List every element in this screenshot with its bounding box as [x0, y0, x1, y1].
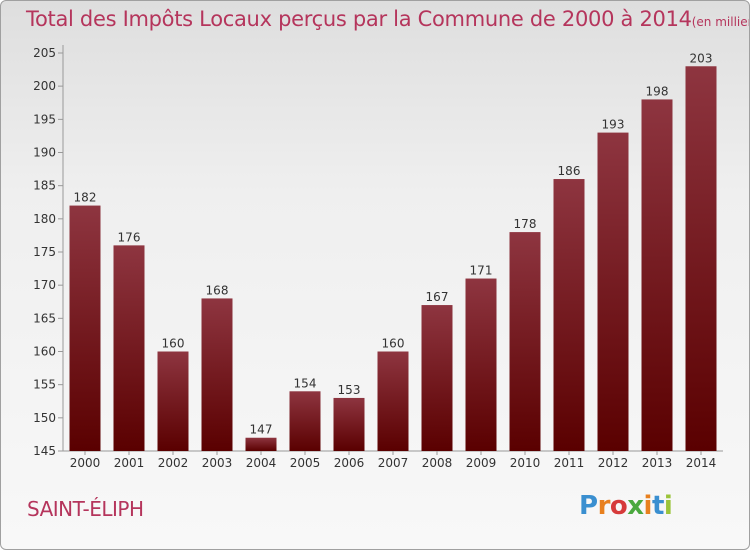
x-tick-label: 2006	[334, 456, 365, 470]
bar-2008	[421, 305, 453, 451]
commune-name: SAINT-ÉLIPH	[27, 497, 144, 521]
bar-2002	[157, 351, 189, 451]
y-tick-label: 145	[33, 444, 56, 458]
data-label-2014: 203	[690, 51, 713, 65]
y-tick-label: 200	[33, 79, 56, 93]
bar-2005	[289, 391, 321, 451]
y-tick-label: 150	[33, 411, 56, 425]
x-tick-label: 2002	[158, 456, 189, 470]
bar-2003	[201, 298, 233, 451]
logo-letter: i	[643, 491, 653, 521]
x-tick-label: 2000	[70, 456, 101, 470]
proxiti-logo[interactable]: Proxiti	[579, 491, 673, 521]
data-label-2005: 154	[294, 376, 317, 390]
logo-letter: r	[597, 491, 611, 521]
x-tick-label: 2004	[246, 456, 277, 470]
y-ticks: 145 150 155 160 165 170 175 180 185 190 195 200 205	[33, 46, 63, 458]
data-label-2004: 147	[250, 423, 273, 437]
logo-letter: x	[627, 491, 644, 521]
x-tick-label: 2007	[378, 456, 409, 470]
x-tick-label: 2009	[466, 456, 497, 470]
data-label-2003: 168	[206, 283, 229, 297]
x-tick-label: 2003	[202, 456, 233, 470]
y-tick-label: 165	[33, 311, 56, 325]
data-label-2008: 167	[426, 290, 449, 304]
data-label-2000: 182	[74, 191, 97, 205]
y-tick-label: 160	[33, 345, 56, 359]
data-label-2011: 186	[558, 164, 581, 178]
logo-letter: o	[609, 491, 628, 521]
y-tick-label: 185	[33, 179, 56, 193]
y-tick-label: 175	[33, 245, 56, 259]
chart-title: Total des Impôts Locaux perçus par la Co…	[26, 7, 749, 31]
data-label-2001: 176	[118, 230, 141, 244]
y-tick-label: 205	[33, 46, 56, 60]
bar-2012	[597, 132, 629, 451]
bar-2010	[509, 232, 541, 451]
y-tick-label: 190	[33, 146, 56, 160]
bar-2013	[641, 99, 673, 451]
data-label-2002: 160	[162, 337, 185, 351]
data-label-2007: 160	[382, 337, 405, 351]
bars	[69, 66, 717, 452]
data-label-2012: 193	[602, 118, 625, 132]
x-tick-label: 2010	[510, 456, 541, 470]
x-tick-label: 2013	[642, 456, 673, 470]
y-tick-label: 155	[33, 378, 56, 392]
bar-2009	[465, 278, 497, 451]
bar-2006	[333, 397, 365, 451]
logo-letter: t	[651, 491, 664, 521]
x-tick-label: 2005	[290, 456, 321, 470]
data-label-2006: 153	[338, 383, 361, 397]
x-tick-label: 2012	[598, 456, 629, 470]
bar-2007	[377, 351, 409, 451]
y-tick-label: 180	[33, 212, 56, 226]
bar-2014	[685, 66, 717, 452]
bar-2011	[553, 179, 585, 452]
logo-letter: P	[579, 491, 598, 521]
chart-title-text: Total des Impôts Locaux perçus par la Co…	[26, 7, 692, 31]
y-tick-label: 170	[33, 278, 56, 292]
x-tick-label: 2001	[114, 456, 145, 470]
x-tick-label: 2014	[686, 456, 717, 470]
x-tick-label: 2011	[554, 456, 585, 470]
y-tick-label: 195	[33, 112, 56, 126]
bar-2004	[245, 437, 277, 451]
data-label-2013: 198	[646, 84, 669, 98]
data-label-2010: 178	[514, 217, 537, 231]
x-ticks: 2000 2001 2002 2003 2004 2005 2006 2007 2008 2009…	[70, 451, 717, 470]
data-label-2009: 171	[470, 264, 493, 278]
bar-2000	[69, 205, 101, 451]
data-labels: 182 176 160 168 147 154 153 160 167 171 178 186 193 1…	[74, 51, 713, 436]
bar-2001	[113, 245, 145, 451]
logo-letter: i	[663, 491, 673, 521]
chart-title-unit: (en milliers d'€)	[691, 15, 749, 29]
x-tick-label: 2008	[422, 456, 453, 470]
